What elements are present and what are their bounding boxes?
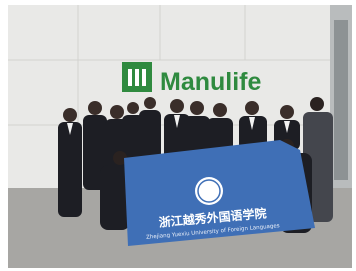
brand-name: Manulife — [160, 68, 261, 96]
window-frame — [334, 20, 348, 180]
flag-emblem — [195, 177, 223, 205]
logo-mark — [128, 69, 146, 86]
photo: Manulife 浙江越秀外国语学院 Zhejiang Yuexiu Unive… — [0, 0, 356, 271]
page: {"sign": {"brand": "Manulife"}, "flag": … — [0, 0, 356, 271]
